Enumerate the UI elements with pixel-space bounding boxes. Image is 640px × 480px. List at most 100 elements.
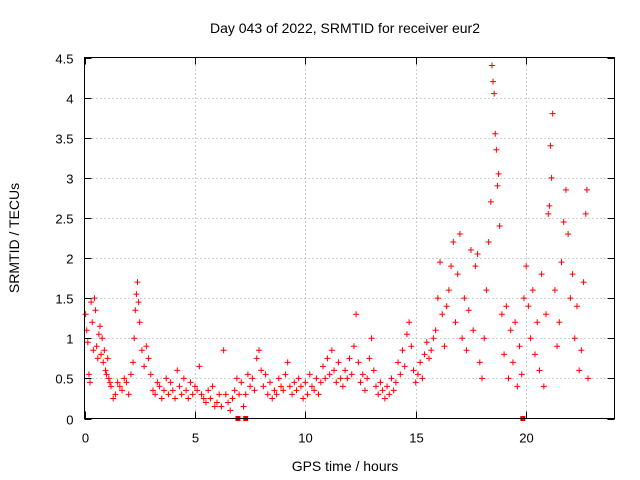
- data-point: [225, 399, 232, 406]
- data-point: [220, 347, 227, 354]
- data-point: [317, 379, 324, 386]
- data-point: [565, 230, 572, 237]
- data-point: [105, 375, 112, 382]
- data-point: [134, 279, 141, 286]
- data-point: [494, 182, 501, 189]
- data-point: [167, 379, 174, 386]
- y-tick-label: 3: [66, 172, 73, 187]
- data-point: [90, 347, 97, 354]
- data-point: [532, 351, 538, 358]
- data-point: [421, 351, 428, 358]
- data-point: [194, 387, 201, 394]
- data-point: [479, 375, 485, 382]
- data-point: [89, 319, 96, 326]
- data-point: [498, 311, 505, 318]
- data-point: [158, 395, 165, 402]
- data-point: [108, 383, 114, 390]
- data-point: [443, 303, 450, 310]
- data-point: [284, 359, 291, 366]
- data-point: [543, 311, 550, 318]
- data-point: [505, 375, 512, 382]
- data-point: [280, 387, 287, 394]
- data-point: [112, 391, 119, 398]
- data-point: [258, 367, 265, 374]
- data-point: [397, 371, 404, 378]
- data-point: [255, 347, 262, 354]
- data-point: [476, 359, 483, 366]
- data-point: [339, 383, 346, 390]
- data-point: [320, 363, 326, 370]
- data-point: [196, 363, 203, 370]
- data-point: [331, 367, 338, 374]
- data-point: [260, 383, 267, 390]
- data-point: [556, 319, 563, 326]
- x-tick-label: 20: [519, 431, 533, 446]
- data-point: [247, 383, 254, 390]
- data-point: [452, 319, 459, 326]
- data-point: [189, 391, 196, 398]
- data-point: [311, 387, 318, 394]
- data-point: [445, 287, 452, 294]
- data-point: [308, 383, 315, 390]
- data-point: [156, 383, 163, 390]
- y-tick-label: 0.5: [55, 372, 73, 387]
- data-point: [414, 371, 421, 378]
- data-point: [278, 383, 285, 390]
- data-point: [395, 359, 402, 366]
- data-point: [428, 347, 435, 354]
- data-point: [401, 363, 408, 370]
- data-point: [377, 379, 384, 386]
- y-tick-label: 2: [66, 252, 73, 267]
- data-point: [94, 355, 101, 362]
- data-point: [463, 347, 470, 354]
- data-point: [93, 343, 100, 350]
- data-point: [187, 379, 194, 386]
- y-axis-label: SRMTID / TECUs: [6, 183, 22, 293]
- y-tick-label: 0: [66, 413, 73, 428]
- data-point: [583, 186, 590, 193]
- data-point: [169, 387, 176, 394]
- data-point: [216, 391, 223, 398]
- y-tick-label: 3.5: [55, 132, 73, 147]
- data-point: [578, 347, 585, 354]
- data-point: [154, 379, 161, 386]
- data-point: [143, 343, 150, 350]
- y-tick-label: 4.5: [55, 52, 73, 67]
- data-point: [361, 387, 368, 394]
- data-point: [116, 383, 123, 390]
- data-point: [138, 347, 145, 354]
- data-point: [450, 239, 457, 246]
- data-point: [560, 218, 567, 225]
- data-point: [386, 391, 393, 398]
- axis-ticks: 0 0.5 1 1.5 2 2.5 3 3.5 4 4.5 0 5 10 15 20: [55, 52, 615, 446]
- data-point: [178, 391, 185, 398]
- data-point: [324, 355, 331, 362]
- data-point: [495, 170, 502, 177]
- data-point: [403, 331, 410, 338]
- data-point: [580, 279, 587, 286]
- data-point: [384, 383, 391, 390]
- data-point: [536, 367, 543, 374]
- data-point: [459, 335, 466, 342]
- data-point: [571, 335, 578, 342]
- data-point: [125, 391, 132, 398]
- data-point: [366, 355, 373, 362]
- data-point: [211, 403, 218, 410]
- data-point: [490, 78, 497, 85]
- data-point: [342, 367, 349, 374]
- data-points: [82, 62, 591, 421]
- data-point: [249, 375, 256, 382]
- data-point: [130, 359, 137, 366]
- y-tick-label: 1.5: [55, 292, 73, 307]
- data-point: [448, 263, 455, 270]
- data-point: [96, 323, 103, 330]
- data-point: [218, 403, 225, 410]
- data-point: [88, 299, 95, 306]
- data-point: [106, 379, 113, 386]
- data-point: [282, 371, 289, 378]
- data-point: [419, 375, 426, 382]
- data-point: [359, 371, 366, 378]
- data-point: [527, 335, 534, 342]
- x-tick-label: 15: [409, 431, 423, 446]
- data-point: [322, 375, 329, 382]
